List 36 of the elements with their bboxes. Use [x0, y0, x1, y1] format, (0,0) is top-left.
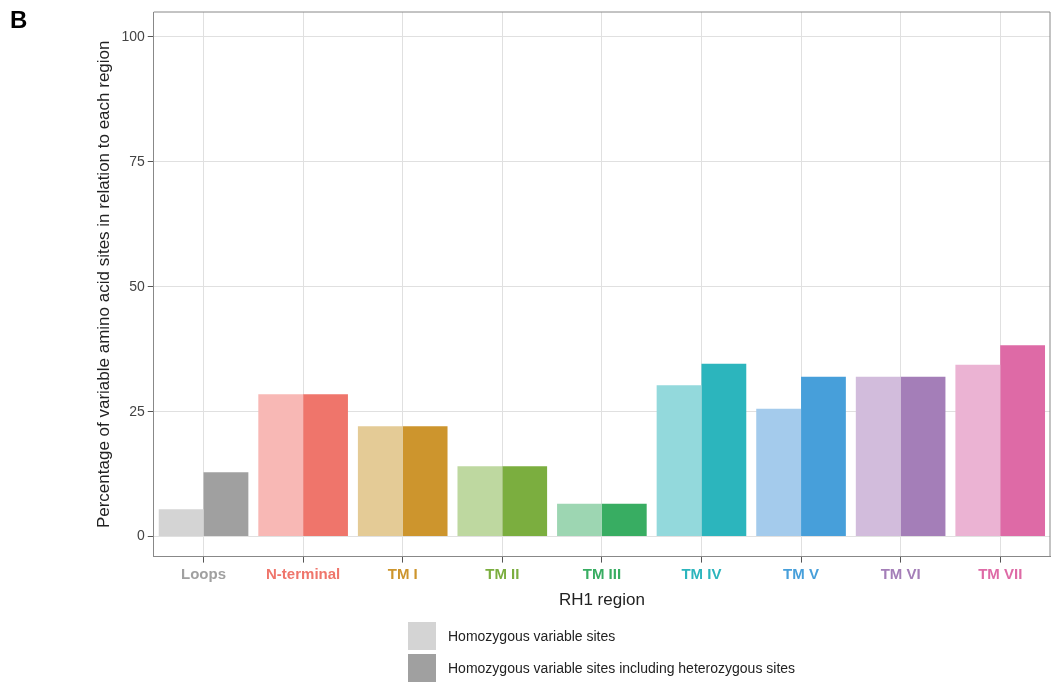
bar: [701, 363, 747, 537]
legend-label: Homozygous variable sites: [448, 628, 616, 644]
bar: [357, 426, 403, 537]
y-tick-label: 75: [129, 152, 145, 169]
bar: [900, 376, 946, 537]
y-tick-label: 0: [136, 527, 145, 544]
bar: [801, 376, 846, 537]
text: B: [10, 6, 28, 34]
bar: [601, 503, 647, 537]
x-tick-label: N-terminal: [266, 564, 341, 582]
y-axis-title: Percentage of variable amino acid sites in relation to each region: [93, 40, 113, 529]
x-tick-label: TM II: [485, 564, 520, 582]
y-tick-label: 50: [129, 277, 145, 294]
x-tick-label: TM III: [582, 564, 622, 582]
bar: [258, 394, 304, 537]
y-tick-label: 25: [129, 402, 145, 419]
x-tick-label: Loops: [181, 564, 227, 582]
bar: [855, 376, 901, 537]
x-tick-label: TM VII: [978, 564, 1023, 582]
bar: [656, 385, 702, 537]
bar: [502, 466, 548, 537]
x-tick-label: TM IV: [681, 564, 722, 582]
bar: [557, 503, 602, 537]
bar: [756, 408, 802, 537]
x-axis-title: RH1 region: [558, 590, 645, 610]
bar: [457, 466, 503, 537]
x-tick-label: TM VI: [880, 564, 921, 582]
legend-label: Homozygous variable sites including heterozygous sites: [448, 660, 796, 676]
bar: [303, 394, 348, 537]
bar: [955, 364, 1001, 537]
x-tick-label: TM I: [387, 564, 418, 582]
bar: [203, 472, 249, 537]
bar: [1000, 345, 1046, 537]
x-tick-label: TM V: [783, 564, 819, 582]
bar: [402, 426, 448, 537]
y-tick-label: 100: [121, 27, 145, 44]
